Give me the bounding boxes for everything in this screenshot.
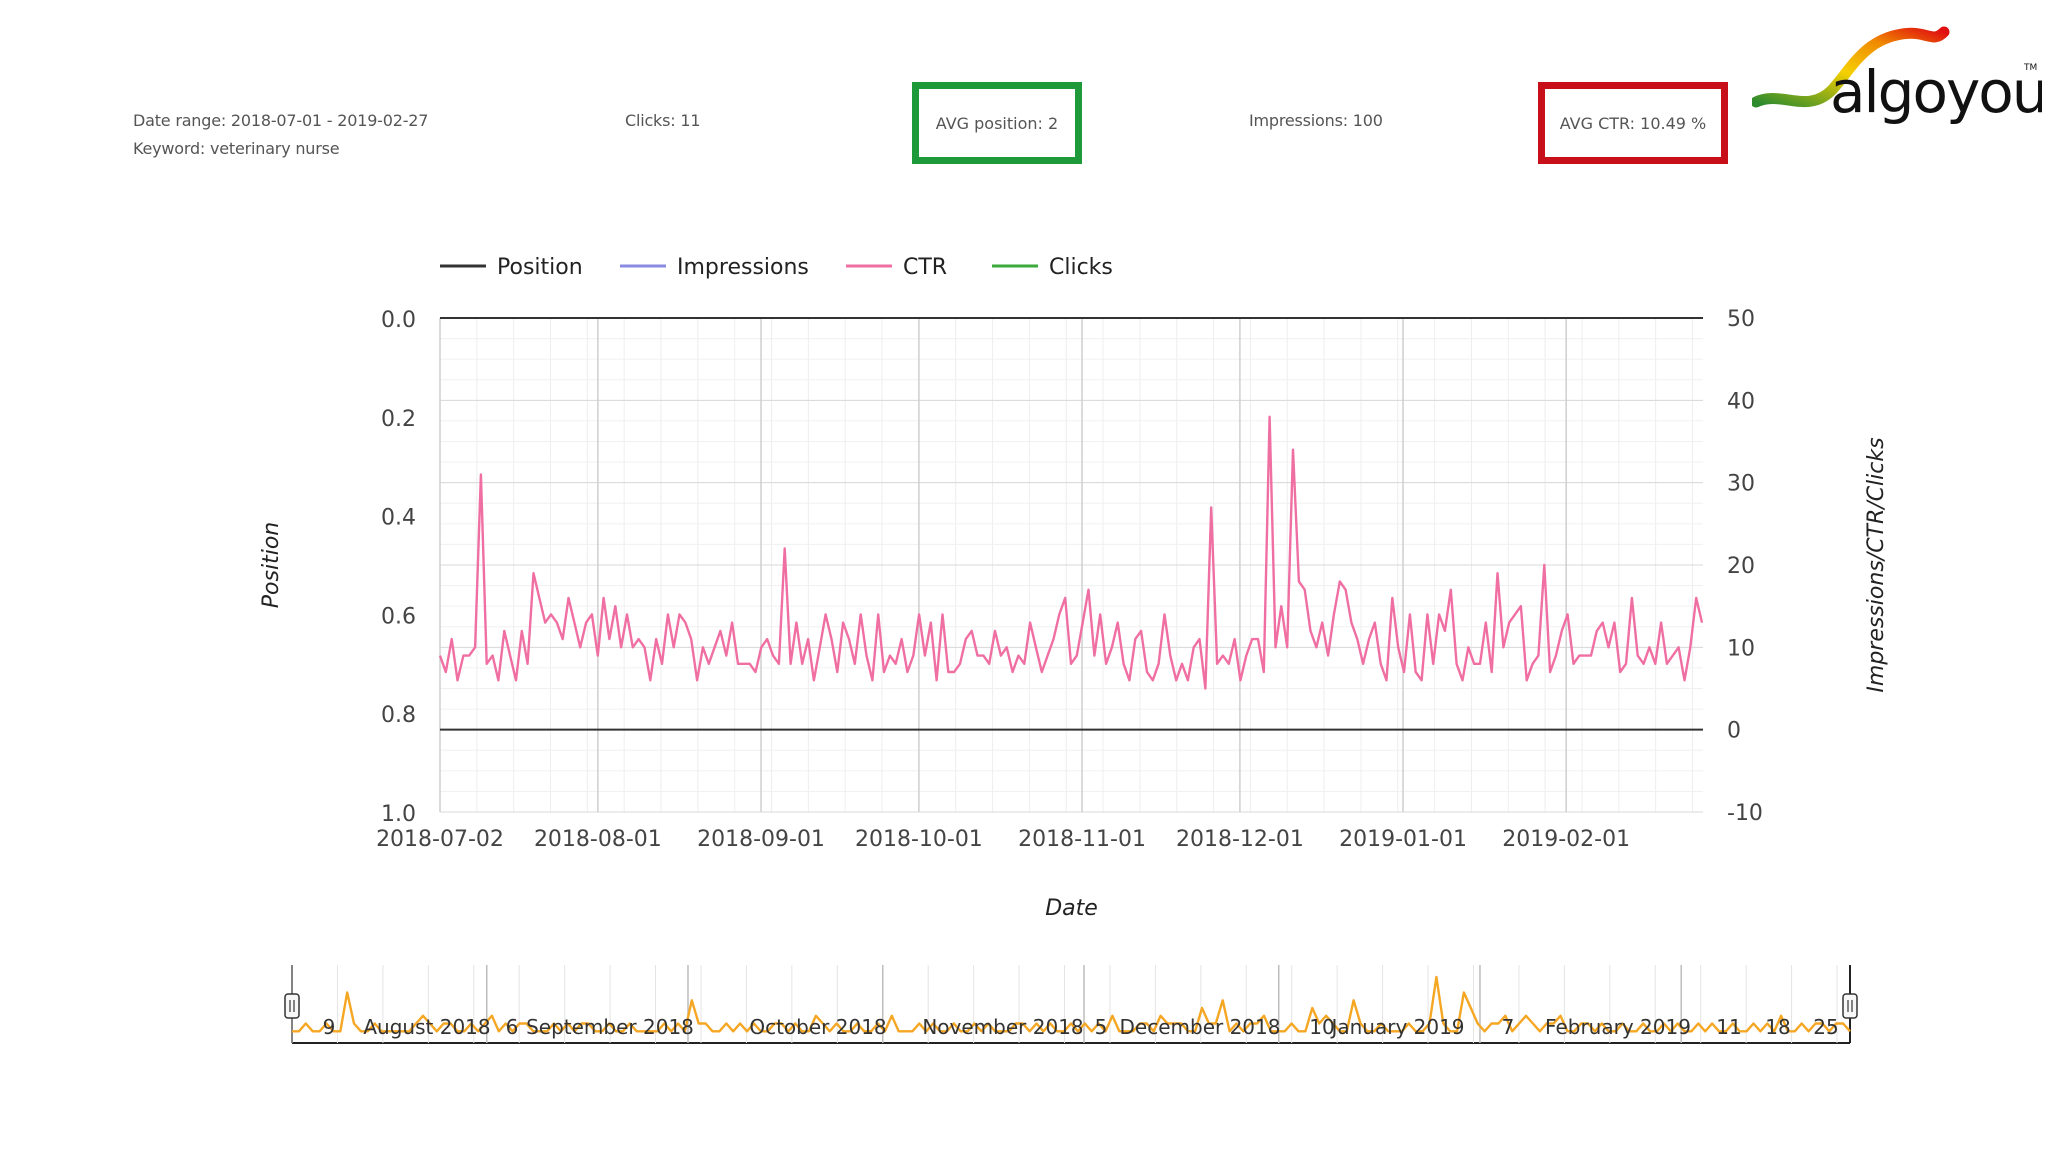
x-tick-label: 2019-02-01 xyxy=(1502,827,1630,852)
legend-label: Clicks xyxy=(1049,255,1113,280)
legend-item: Position xyxy=(440,255,583,280)
chart-axes: 0.0 0.2 0.4 0.6 0.8 1.0 50 40 30 20 10 0 -10 2018-07-… xyxy=(376,307,1763,852)
y-right-tick-label: 10 xyxy=(1727,636,1755,661)
y-right-tick-label: 40 xyxy=(1727,389,1755,414)
avg-ctr-text: AVG CTR: 10.49 % xyxy=(1559,113,1707,133)
x-tick-label: 2018-07-02 xyxy=(376,827,504,852)
x-tick-label: 2018-09-01 xyxy=(697,827,825,852)
x-tick-label: 2018-08-01 xyxy=(534,827,662,852)
avg-ctr-box: AVG CTR: 10.49 % xyxy=(1538,82,1728,164)
navigator-label: 10 xyxy=(1309,1015,1334,1039)
y-left-tick-label: 0.0 xyxy=(381,308,416,333)
navigator-series-line xyxy=(292,975,1851,1033)
legend-item: CTR xyxy=(846,255,947,280)
navigator-left-handle[interactable] xyxy=(284,993,300,1019)
chart-legend: Position Impressions CTR Clicks xyxy=(440,255,1113,280)
y-right-tick-label: 50 xyxy=(1727,307,1755,332)
navigator-right-handle[interactable] xyxy=(1842,993,1858,1019)
algoyou-logo: algoyou TM xyxy=(1752,26,2042,126)
ctr-series-line xyxy=(438,415,1704,690)
navigator-label: 9 xyxy=(323,1015,336,1039)
navigator-label: 7 xyxy=(1502,1015,1515,1039)
logo-tm: TM xyxy=(2023,63,2037,73)
y-left-tick-label: 0.6 xyxy=(381,604,416,629)
date-range-text: Date range: 2018-07-01 - 2019-02-27 xyxy=(133,111,429,130)
avg-position-box: AVG position: 2 xyxy=(912,82,1082,164)
navigator-label: February 2019 xyxy=(1545,1015,1691,1039)
y-right-tick-label: -10 xyxy=(1727,801,1763,826)
y-left-axis-label: Position xyxy=(259,522,284,608)
y-right-tick-label: 30 xyxy=(1727,472,1755,497)
x-tick-label: 2018-10-01 xyxy=(855,827,983,852)
logo-wordmark: algoyou xyxy=(1830,58,2042,126)
avg-position-text: AVG position: 2 xyxy=(935,113,1059,133)
navigator-label: 25 xyxy=(1813,1015,1838,1039)
chart-series xyxy=(438,317,1704,731)
x-tick-label: 2018-12-01 xyxy=(1176,827,1304,852)
x-axis-label: Date xyxy=(1045,896,1098,921)
impressions-summary: Impressions: 100 xyxy=(1249,111,1383,130)
chart-axis-labels: Position Impressions/CTR/Clicks Date xyxy=(259,437,1889,921)
navigator-label: January 2019 xyxy=(1329,1015,1464,1039)
navigator-label: 5 xyxy=(1095,1015,1108,1039)
navigator-label: 11 xyxy=(1716,1015,1741,1039)
navigator-label: October 2018 xyxy=(749,1015,886,1039)
clicks-summary: Clicks: 11 xyxy=(625,111,701,130)
legend-label: Position xyxy=(497,255,583,280)
keyword-text: Keyword: veterinary nurse xyxy=(133,139,340,158)
navigator-label: December 2018 xyxy=(1120,1015,1281,1039)
y-left-tick-label: 0.2 xyxy=(381,407,416,432)
y-right-axis-label: Impressions/CTR/Clicks xyxy=(1864,437,1889,692)
navigator-label: August 2018 xyxy=(363,1015,490,1039)
y-left-tick-label: 1.0 xyxy=(381,802,416,827)
legend-label: Impressions xyxy=(677,255,809,280)
y-left-tick-label: 0.8 xyxy=(381,703,416,728)
navigator-label: November 2018 xyxy=(922,1015,1083,1039)
y-right-tick-label: 20 xyxy=(1727,554,1755,579)
legend-label: CTR xyxy=(903,255,947,280)
legend-item: Clicks xyxy=(992,255,1113,280)
navigator-label: 18 xyxy=(1765,1015,1790,1039)
legend-item: Impressions xyxy=(620,255,809,280)
x-tick-label: 2018-11-01 xyxy=(1018,827,1146,852)
navigator-label: 6 xyxy=(506,1015,519,1039)
y-left-tick-label: 0.4 xyxy=(381,506,416,531)
y-right-tick-label: 0 xyxy=(1727,719,1741,744)
x-tick-label: 2019-01-01 xyxy=(1339,827,1467,852)
navigator-label: September 2018 xyxy=(526,1015,694,1039)
